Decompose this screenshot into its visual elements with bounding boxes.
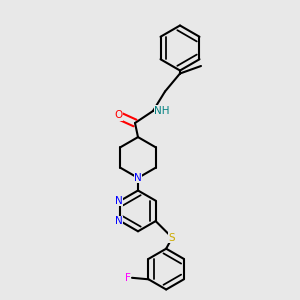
Text: N: N: [115, 196, 123, 206]
Text: N: N: [134, 173, 142, 183]
Text: F: F: [124, 273, 130, 283]
Text: O: O: [114, 110, 123, 121]
Text: NH: NH: [154, 106, 170, 116]
Text: N: N: [115, 216, 123, 226]
Text: S: S: [169, 232, 175, 243]
